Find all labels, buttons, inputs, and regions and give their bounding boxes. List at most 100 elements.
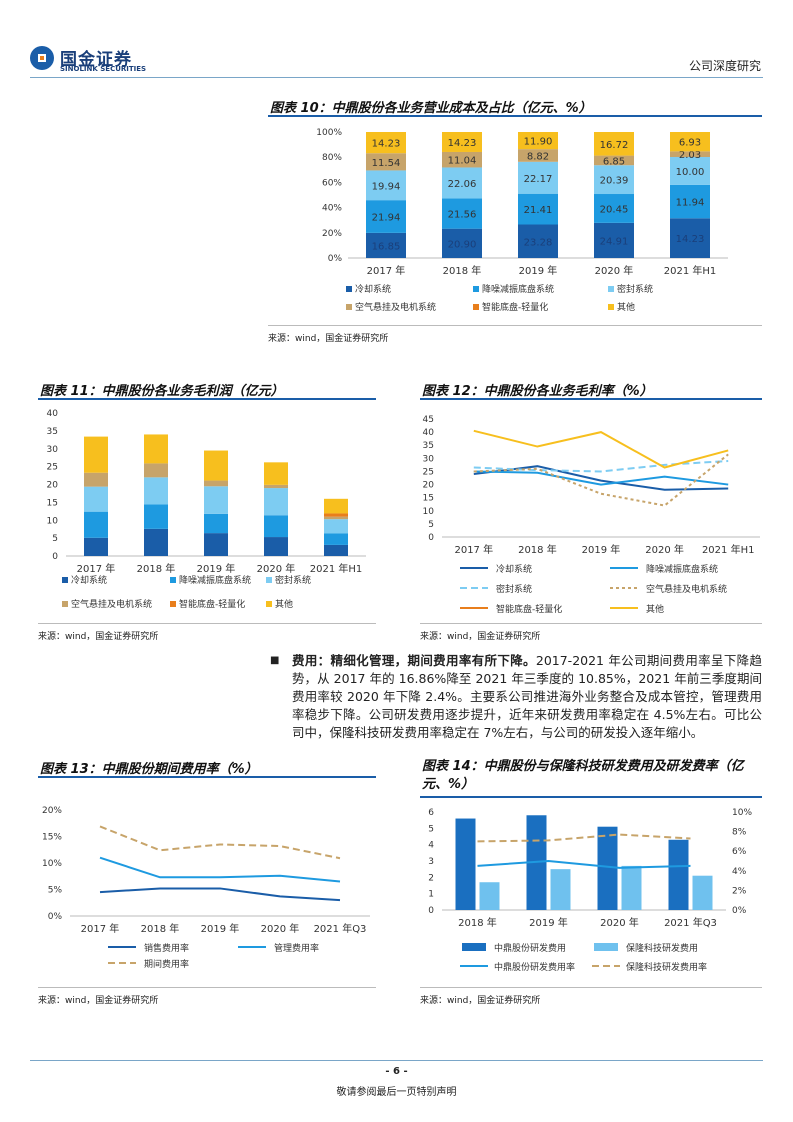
x-tick-label: 2018 年 bbox=[458, 916, 497, 929]
figure12-title-underline bbox=[420, 398, 762, 400]
series-line bbox=[477, 833, 691, 843]
bar-segment bbox=[84, 486, 108, 512]
legend-swatch bbox=[473, 286, 479, 292]
legend-label: 冷却系统 bbox=[71, 574, 107, 586]
figure13-source: 来源：wind，国金证券研究所 bbox=[38, 996, 159, 1006]
legend-label: 空气悬挂及电机系统 bbox=[646, 583, 727, 595]
y-tick-label: 15 bbox=[47, 498, 58, 508]
legend-label: 管理费用率 bbox=[274, 942, 319, 954]
figure12-source: 来源：wind，国金证券研究所 bbox=[420, 632, 541, 642]
bar-segment bbox=[324, 533, 348, 545]
bar-segment bbox=[670, 151, 710, 158]
y-tick-label: 60% bbox=[322, 178, 342, 188]
y-tick-label: 0 bbox=[428, 533, 434, 543]
bar-segment bbox=[518, 132, 558, 150]
x-tick-label: 2019 年 bbox=[201, 922, 240, 935]
data-label: 23.28 bbox=[524, 237, 553, 248]
y-tick-label-left: 4 bbox=[428, 841, 434, 851]
bar-segment bbox=[518, 224, 558, 258]
legend-label: 冷却系统 bbox=[355, 283, 391, 295]
x-tick-label: 2020 年 bbox=[600, 916, 639, 929]
y-tick-label: 40 bbox=[47, 409, 59, 419]
y-tick-label-left: 5 bbox=[428, 824, 434, 834]
bar-segment bbox=[670, 157, 710, 185]
y-tick-label-right: 6% bbox=[732, 847, 747, 857]
bar-segment bbox=[204, 450, 228, 481]
bar-segment bbox=[594, 155, 634, 166]
legend-label: 其他 bbox=[617, 301, 635, 313]
y-tick-label-left: 6 bbox=[428, 808, 434, 818]
bar-segment bbox=[324, 498, 348, 514]
y-tick-label: 35 bbox=[47, 427, 58, 437]
y-tick-label-left: 2 bbox=[428, 873, 434, 883]
legend-label: 降噪减振底盘系统 bbox=[646, 563, 718, 575]
series-line bbox=[473, 470, 729, 486]
legend-label: 智能底盘-轻量化 bbox=[482, 301, 548, 313]
data-label: 20.39 bbox=[600, 176, 629, 187]
data-label: 22.17 bbox=[524, 174, 553, 185]
figure14-chart: 0 1 2 3 4 5 6 0% 2% 4% 6% 8% 10% 2018 年 2019 年 2020 年 20… bbox=[428, 808, 752, 973]
bar-segment bbox=[84, 511, 108, 538]
figure10-source: 来源：wind，国金证券研究所 bbox=[268, 334, 389, 344]
figure10-chart: 0% 20% 40% 60% 80% 100% 16.85 21.94 19.94 11.54 14… bbox=[316, 128, 728, 313]
y-tick-label: 30 bbox=[423, 454, 435, 464]
y-tick-label-right: 2% bbox=[732, 886, 747, 896]
data-label: 2.03 bbox=[679, 150, 701, 161]
y-tick-label: 10% bbox=[42, 859, 62, 869]
y-tick-label: 80% bbox=[322, 153, 342, 163]
figure10-title-underline bbox=[268, 115, 762, 117]
paragraph-body: 2017-2021 年公司期间费用率呈下降趋势，从 2017 年的 16.86%… bbox=[292, 653, 762, 740]
bar-segment bbox=[442, 198, 482, 229]
data-label: 16.85 bbox=[372, 241, 401, 252]
y-tick-label-right: 0% bbox=[732, 906, 747, 916]
data-label: 20.45 bbox=[600, 204, 629, 215]
bar-segment bbox=[366, 200, 406, 233]
legend-label: 降噪减振底盘系统 bbox=[179, 574, 251, 586]
x-tick-label: 2021 年Q3 bbox=[314, 922, 367, 935]
data-label: 14.23 bbox=[676, 234, 705, 245]
legend-swatch bbox=[346, 286, 352, 292]
figure14-title: 图表 14：中鼎股份与保隆科技研发费用及研发费率（亿元、%） bbox=[422, 759, 744, 792]
figure12-bottom-rule bbox=[420, 623, 762, 624]
legend-swatch bbox=[608, 304, 614, 310]
bar-segment bbox=[204, 480, 228, 487]
data-label: 10.00 bbox=[676, 167, 705, 178]
data-label: 6.85 bbox=[603, 156, 625, 167]
x-tick-label: 2018 年 bbox=[518, 543, 557, 556]
data-label: 24.91 bbox=[600, 236, 629, 247]
figure11-bottom-rule bbox=[38, 623, 376, 624]
bar-segment bbox=[84, 537, 108, 556]
bar bbox=[550, 869, 571, 910]
bar-segment bbox=[144, 463, 168, 478]
bar-segment bbox=[594, 165, 634, 195]
x-tick-label: 2017 年 bbox=[81, 922, 120, 935]
figure14-title-underline bbox=[420, 796, 762, 798]
data-label: 11.90 bbox=[524, 137, 553, 148]
x-tick-label: 2021 年H1 bbox=[702, 543, 755, 556]
legend-swatch bbox=[473, 304, 479, 310]
x-tick-label: 2017 年 bbox=[454, 543, 493, 556]
y-tick-label: 10 bbox=[47, 516, 59, 526]
y-tick-label-right: 10% bbox=[732, 808, 752, 818]
legend-swatch bbox=[170, 601, 176, 607]
bar-segment bbox=[264, 537, 288, 556]
legend-swatch bbox=[608, 286, 614, 292]
bar-segment bbox=[442, 167, 482, 199]
figure12-title: 图表 12：中鼎股份各业务毛利率（%） bbox=[422, 384, 653, 399]
bullet-icon: ■ bbox=[270, 655, 280, 666]
bar-segment bbox=[324, 516, 348, 520]
header: 国金证券 SINOLINK SECURITIES 公司深度研究 bbox=[0, 0, 793, 80]
bar-segment bbox=[264, 488, 288, 516]
y-tick-label: 35 bbox=[423, 441, 434, 451]
legend-label: 中鼎股份研发费用 bbox=[494, 942, 566, 954]
x-tick-label: 2018 年 bbox=[137, 562, 176, 575]
y-tick-label: 0% bbox=[328, 254, 343, 264]
y-tick-label: 0% bbox=[48, 912, 63, 922]
x-tick-label: 2019 年 bbox=[197, 562, 236, 575]
bar bbox=[479, 882, 500, 910]
y-tick-label: 20% bbox=[42, 806, 62, 816]
y-tick-label: 40% bbox=[322, 204, 342, 214]
bar bbox=[692, 875, 713, 910]
legend-swatch bbox=[266, 577, 272, 583]
footer-divider bbox=[30, 1060, 763, 1061]
